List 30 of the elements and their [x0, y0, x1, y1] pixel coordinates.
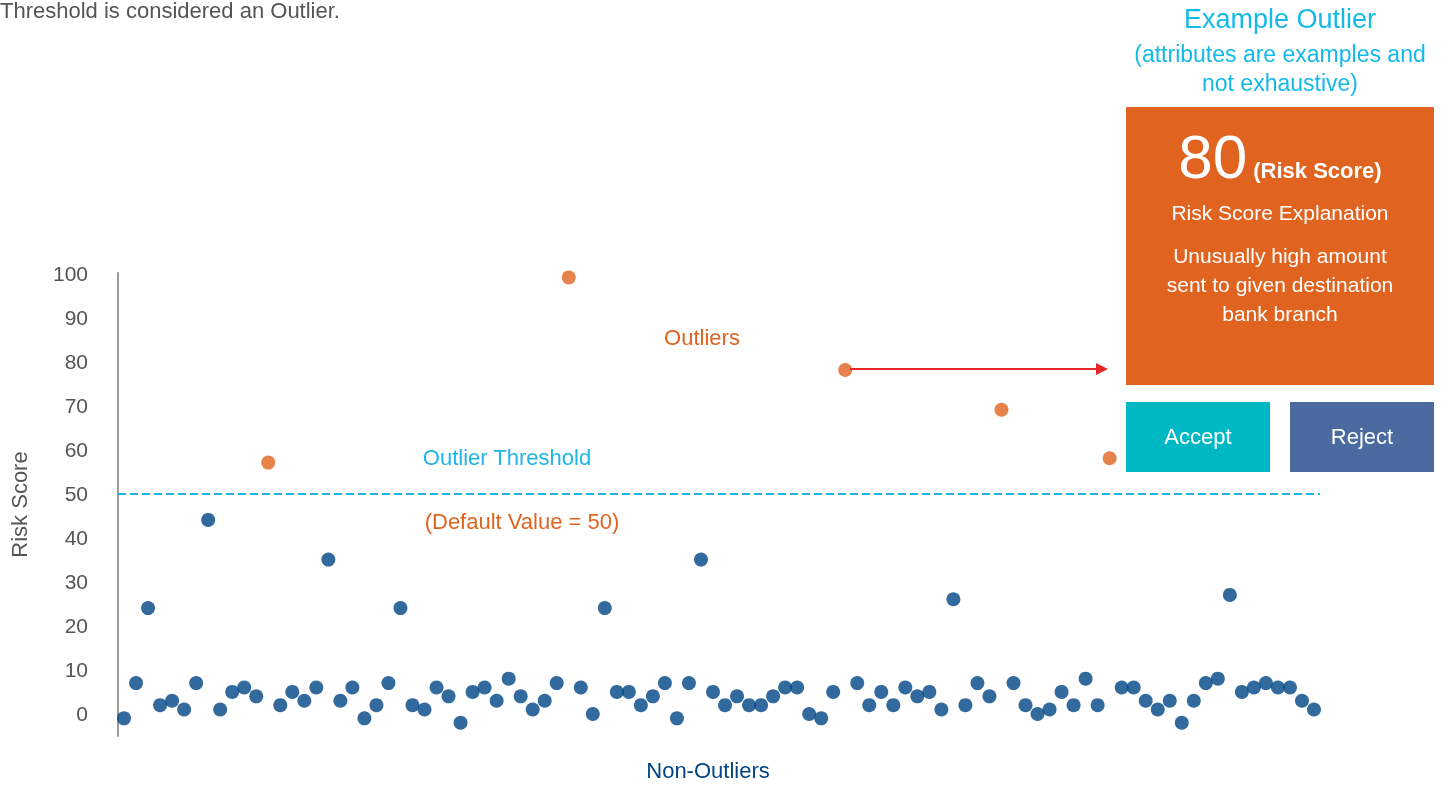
y-axis-title: Risk Score — [6, 451, 32, 558]
y-tick-label: 80 — [64, 349, 88, 373]
point — [1102, 451, 1117, 466]
point — [994, 402, 1009, 417]
y-tick-label: 50 — [64, 481, 88, 505]
ref-line-label: Outlier Threshold — [422, 444, 592, 470]
text: Outliers — [664, 324, 740, 350]
y-tick-label: 90 — [64, 305, 88, 329]
y-tick-label: 10 — [64, 658, 88, 682]
y-tick-label: 30 — [64, 570, 88, 594]
y-tick-label: 60 — [64, 437, 88, 461]
y-tick-label: 40 — [64, 526, 88, 550]
text: Risk Score Explanation — [1170, 201, 1390, 225]
y-tick-label: 0 — [76, 702, 88, 726]
y-tick-label: 100 — [52, 261, 88, 285]
annotation: Accept — [1126, 402, 1270, 472]
text: (attributes are examples and not exhaustive) — [1133, 40, 1427, 98]
point — [261, 455, 276, 470]
series-label: Non-Outliers — [646, 757, 770, 783]
point — [561, 270, 576, 285]
text: Threshold is considered an Outlier. — [0, 0, 340, 23]
y-tick-label: 20 — [64, 614, 88, 638]
text: Example Outlier — [1182, 4, 1378, 35]
point — [838, 363, 853, 378]
annotation: Unusually high amount sent to given destination bank branch — [1165, 243, 1395, 327]
text: Reject — [1290, 402, 1434, 472]
text: (Risk Score) — [1253, 158, 1382, 183]
text: 80 — [1178, 122, 1248, 191]
y-tick-label: 70 — [64, 393, 88, 417]
annotation: (Default Value = 50) — [424, 508, 620, 534]
